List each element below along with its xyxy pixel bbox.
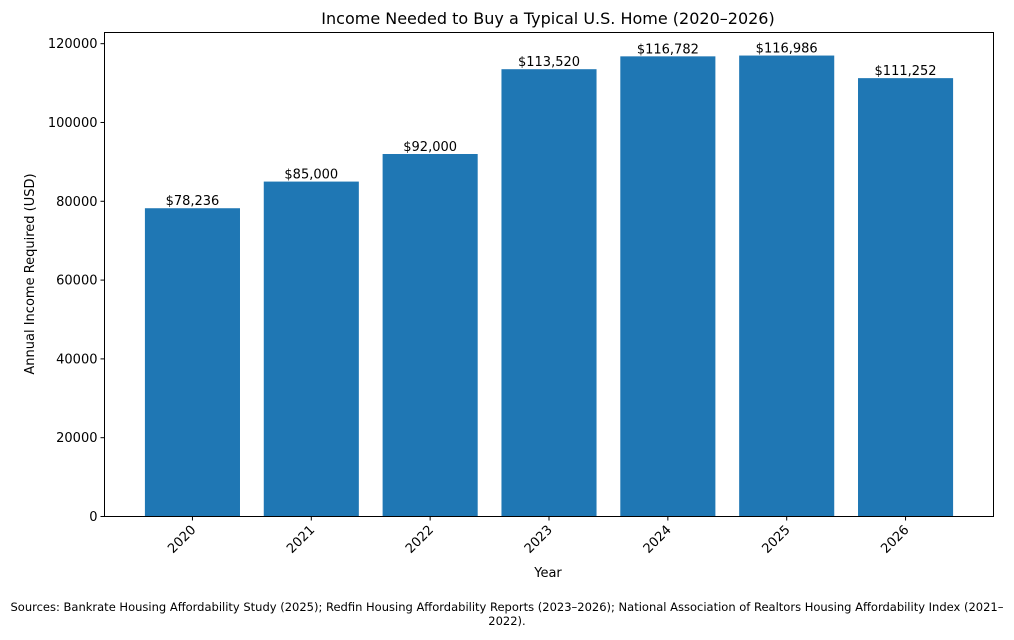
data-label-2021: $85,000 — [284, 168, 338, 183]
y-tick-label: 80000 — [56, 195, 97, 210]
y-tick-label: 60000 — [56, 274, 97, 289]
y-tick-label: 100000 — [48, 116, 98, 131]
data-label-2020: $78,236 — [166, 194, 220, 209]
x-tick-label-2021: 2021 — [284, 523, 318, 557]
sources-footnote: Sources: Bankrate Housing Affordability … — [0, 600, 1014, 628]
bar-2021 — [263, 181, 359, 517]
y-tick-label: 0 — [89, 510, 97, 525]
bar-2020 — [144, 208, 240, 517]
y-axis-ticks: 0 20000 40000 60000 80000 100000 120000 — [48, 37, 105, 525]
data-label-2024: $116,782 — [637, 42, 699, 57]
data-label-2026: $111,252 — [875, 64, 937, 79]
y-axis-label: Annual Income Required (USD) — [23, 173, 38, 374]
x-axis-label: Year — [533, 566, 562, 581]
x-tick-label-2020: 2020 — [165, 523, 199, 557]
data-label-2023: $113,520 — [518, 55, 580, 70]
x-tick-label-2022: 2022 — [403, 523, 437, 557]
bars-group — [144, 55, 954, 517]
bar-2024 — [620, 56, 716, 517]
data-label-2025: $116,986 — [756, 42, 818, 57]
bar-2023 — [501, 69, 597, 517]
sources-text: Sources: Bankrate Housing Affordability … — [10, 600, 1004, 628]
x-tick-label-2023: 2023 — [522, 523, 556, 557]
x-tick-label-2024: 2024 — [641, 523, 675, 557]
y-tick-label: 120000 — [48, 37, 98, 52]
plot-frame — [104, 32, 994, 517]
bar-2026 — [858, 78, 954, 517]
y-tick-label: 20000 — [56, 431, 97, 446]
y-tick-label: 40000 — [56, 352, 97, 367]
x-tick-label-2026: 2026 — [878, 523, 912, 557]
bar-2025 — [739, 55, 835, 517]
chart-title: Income Needed to Buy a Typical U.S. Home… — [321, 9, 774, 28]
data-labels-group: $78,236 $85,000 $92,000 $113,520 $116,782 $11… — [166, 42, 937, 210]
bar-2022 — [382, 153, 478, 517]
data-label-2022: $92,000 — [403, 140, 457, 155]
x-tick-label-2025: 2025 — [760, 523, 794, 557]
x-axis-ticks: 2020 2021 2022 2023 2024 2025 2026 — [165, 516, 912, 557]
